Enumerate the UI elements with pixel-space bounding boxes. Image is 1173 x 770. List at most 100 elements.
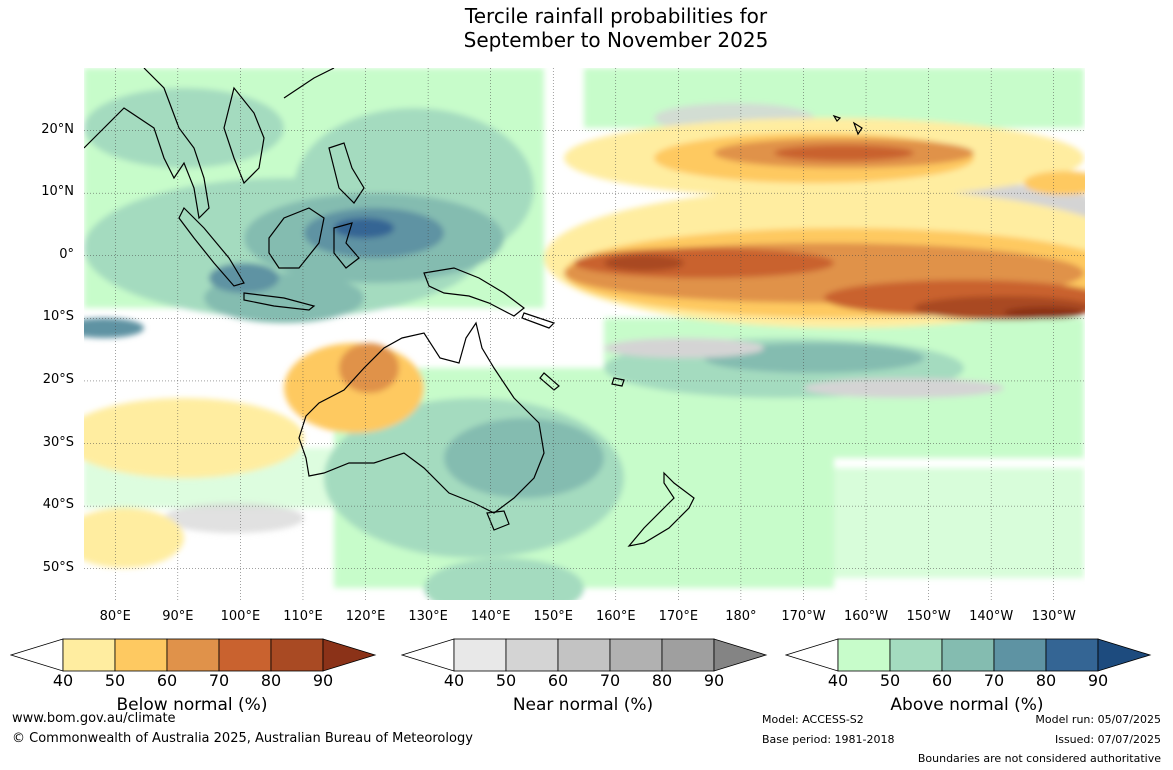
colorbar-tick-label: 60 [156,671,178,690]
colorbar-tick-label: 40 [52,671,74,690]
latitude-label: 0° [59,246,74,262]
latitude-label: 50°S [42,559,74,575]
hawaii-coast [832,114,863,136]
colorbar-segment [557,638,611,672]
probability-field [84,68,1085,600]
colorbar-low-extension [401,638,455,672]
boundaries-disclaimer: Boundaries are not considered authoritat… [917,752,1161,765]
latitude-label: 20°S [42,371,74,387]
model-name: Model: ACCESS-S2 [762,713,864,726]
model-run-date: Model run: 05/07/2025 [1035,713,1161,726]
colorbar-tick-label: 70 [983,671,1005,690]
longitude-label: 110°E [283,609,323,624]
colorbar-segment [270,638,324,672]
chart-title: Tercile rainfall probabilities for Septe… [0,4,1173,52]
longitude-label: 150°W [906,609,951,624]
colorbar-high-extension [1097,638,1152,672]
source-url[interactable]: www.bom.gov.au/climate [12,711,176,726]
longitude-label: 150°E [533,609,573,624]
longitude-label: 80°E [99,609,131,624]
longitude-label: 180° [725,609,757,624]
title-line-1: Tercile rainfall probabilities for [464,4,768,28]
latitude-label: 10°N [41,184,74,200]
colorbar-tick-label: 50 [495,671,517,690]
colorbar-segment [62,638,116,672]
colorbar-tick-label: 80 [260,671,282,690]
longitude-label: 160°E [596,609,636,624]
longitude-label: 130°E [408,609,448,624]
colorbar-tick-label: 60 [547,671,569,690]
colorbar-segment [993,638,1047,672]
colorbar-low-extension [785,638,839,672]
colorbar-tick-label: 50 [879,671,901,690]
sumatra-coast [178,206,245,287]
colorbar [785,638,1152,672]
colorbar-segment [889,638,943,672]
colorbar-tick-label: 50 [104,671,126,690]
colorbar-segment [941,638,995,672]
colorbar-tick-label: 90 [312,671,334,690]
colorbar [401,638,768,672]
longitude-label: 90°E [162,609,194,624]
colorbar-segment [166,638,220,672]
below-normal-field-90 [1004,307,1084,319]
philippines-coast [328,142,365,204]
java-coast [243,292,316,311]
colorbar-segment [453,638,507,672]
colorbar-segment [218,638,272,672]
colorbar-segment [114,638,168,672]
above-normal-field-90 [334,218,394,238]
borneo-coast [268,207,325,269]
latitude-label: 30°S [42,434,74,450]
longitude-label: 140°E [470,609,511,624]
tasmania-coast [486,510,510,531]
longitude-label: 100°E [220,609,261,624]
colorbar-high-extension [713,638,768,672]
colorbar-tick-label: 70 [208,671,230,690]
colorbar-low-extension [10,638,64,672]
gridlines [84,68,1085,600]
colorbar-tick-label: 40 [827,671,849,690]
longitude-label: 120°E [345,609,386,624]
colorbar-tick-label: 90 [703,671,725,690]
colorbar-segment [609,638,663,672]
colorbar-segment [837,638,891,672]
copyright-notice: © Commonwealth of Australia 2025, Austra… [12,731,473,746]
sulawesi-coast [333,222,360,269]
latitude-label: 20°N [41,121,74,137]
longitude-label: 130°W [1031,609,1076,624]
latitude-label: 40°S [42,497,74,513]
coastlines [84,68,863,547]
longitude-label: 140°W [969,609,1014,624]
colorbar-tick-label: 80 [1035,671,1057,690]
colorbar-segment [661,638,715,672]
se-asia-coast [84,68,335,220]
colorbar-tick-label: 40 [443,671,465,690]
solomon-islands-coast [521,312,556,329]
australia-coast [298,321,545,514]
longitude-label: 170°W [781,609,826,624]
colorbar [10,638,377,672]
new-caledonia-coast [539,372,560,391]
colorbar-tick-label: 80 [651,671,673,690]
colorbar-segment [505,638,559,672]
colorbar-title: Above normal (%) [890,695,1044,715]
colorbar-segment [1045,638,1099,672]
colorbar-high-extension [322,638,377,672]
colorbar-title: Near normal (%) [512,695,654,715]
longitude-label: 160°W [843,609,889,624]
new-zealand-coast [627,471,695,547]
latitude-label: 10°S [42,309,74,325]
map-canvas [84,68,1085,600]
title-line-2: September to November 2025 [463,28,769,52]
longitude-label: 170°E [658,609,699,624]
colorbar-title: Below normal (%) [116,695,268,715]
probability-map [84,68,1085,600]
issued-date: Issued: 07/07/2025 [1054,733,1161,746]
fiji-coast [611,377,625,387]
new-guinea-coast [423,267,525,317]
colorbar-tick-label: 60 [931,671,953,690]
colorbar-tick-label: 90 [1087,671,1109,690]
colorbar-tick-label: 70 [599,671,621,690]
base-period: Base period: 1981-2018 [762,733,895,746]
